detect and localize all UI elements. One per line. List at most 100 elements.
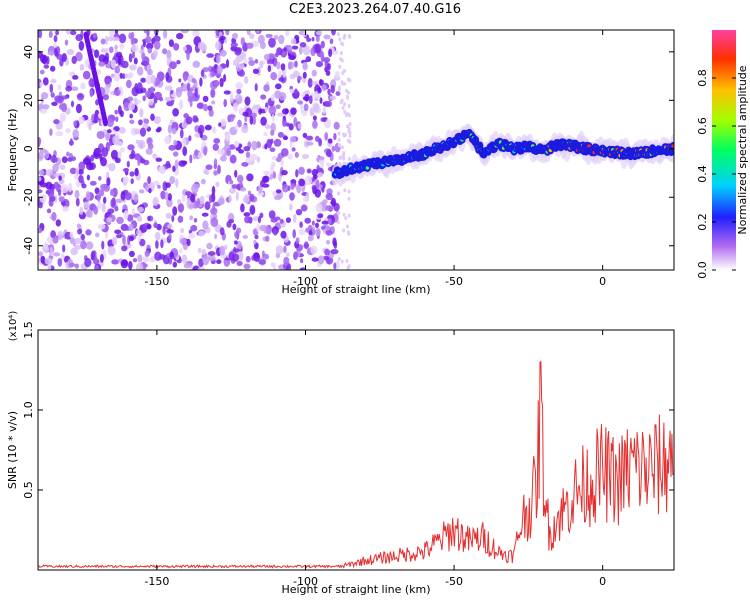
noise-blob	[70, 100, 75, 108]
noise-blob	[39, 194, 47, 203]
noise-blob	[256, 223, 261, 233]
noise-blob	[347, 90, 350, 95]
noise-blob	[281, 170, 288, 176]
noise-blob	[289, 136, 297, 143]
noise-blob	[193, 218, 198, 223]
noise-blob	[167, 193, 172, 201]
noise-blob	[299, 42, 307, 48]
noise-blob	[181, 193, 186, 202]
noise-blob	[236, 260, 243, 266]
noise-blob	[137, 206, 144, 213]
spectrogram-x-tick-label: -150	[144, 275, 169, 288]
noise-blob	[194, 149, 199, 157]
noise-blob	[331, 145, 336, 152]
noise-blob	[126, 160, 130, 168]
noise-blob	[173, 43, 180, 51]
noise-blob	[75, 103, 82, 114]
noise-blob	[253, 252, 261, 262]
noise-blob	[173, 139, 178, 146]
noise-blob	[121, 73, 126, 79]
noise-blob	[219, 245, 226, 256]
noise-blob	[290, 179, 297, 184]
noise-blob	[171, 127, 177, 135]
noise-blob	[333, 262, 337, 270]
noise-blob	[242, 111, 249, 117]
noise-blob	[154, 251, 162, 261]
noise-blob	[65, 30, 71, 35]
noise-blob	[89, 89, 94, 98]
noise-blob	[46, 208, 52, 214]
noise-blob	[270, 72, 278, 81]
noise-blob	[130, 149, 136, 159]
noise-blob	[169, 176, 176, 184]
noise-blob	[277, 131, 284, 138]
noise-blob	[341, 71, 345, 76]
noise-blob	[244, 115, 248, 123]
noise-blob	[317, 87, 322, 94]
colorbar-ticks: 0.0 0.2 0.4 0.6 0.8	[696, 69, 736, 279]
noise-blob	[52, 235, 59, 244]
noise-blob	[53, 119, 60, 125]
spectrogram-x-tick-label: -50	[445, 275, 463, 288]
noise-blob	[105, 35, 109, 45]
noise-blob	[237, 119, 242, 128]
noise-blob	[153, 222, 158, 229]
noise-blob	[69, 138, 73, 146]
noise-blob	[172, 165, 176, 172]
noise-blob	[292, 229, 297, 239]
noise-blob	[240, 187, 247, 192]
noise-blob	[101, 240, 105, 250]
noise-blob	[225, 133, 231, 142]
noise-blob	[238, 63, 245, 69]
noise-blob	[97, 223, 106, 230]
noise-blob	[136, 82, 143, 91]
noise-blob	[131, 52, 135, 59]
noise-blob	[292, 213, 297, 224]
signal-peak	[365, 166, 370, 170]
noise-blob	[290, 38, 297, 45]
noise-blob	[147, 47, 153, 54]
noise-blob	[294, 151, 299, 158]
noise-blob	[130, 36, 135, 46]
noise-blob	[58, 189, 62, 197]
noise-blob	[311, 37, 315, 42]
spectrogram-x-tick-label: -100	[293, 275, 318, 288]
noise-blob	[229, 154, 237, 164]
noise-blob	[55, 30, 59, 36]
noise-blob	[138, 119, 143, 126]
noise-blob	[201, 248, 206, 256]
noise-blob	[105, 47, 110, 53]
noise-blob	[241, 162, 249, 167]
noise-blob	[150, 74, 156, 84]
noise-blob	[315, 35, 320, 43]
noise-blob	[137, 254, 143, 263]
noise-blob	[325, 70, 331, 76]
noise-blob	[228, 144, 237, 150]
noise-blob	[257, 216, 262, 224]
noise-blob	[343, 110, 347, 114]
noise-blob	[248, 190, 251, 196]
noise-blob	[327, 88, 331, 96]
noise-blob	[55, 131, 64, 137]
noise-blob	[102, 93, 109, 101]
noise-blob	[314, 189, 321, 198]
noise-blob	[103, 196, 107, 204]
noise-blob	[212, 203, 216, 213]
noise-blob	[348, 78, 352, 83]
colorbar-gradient	[712, 30, 736, 270]
noise-blob	[38, 176, 42, 182]
noise-blob	[339, 51, 343, 56]
noise-blob	[302, 71, 307, 79]
noise-blob	[132, 258, 138, 263]
noise-blob	[80, 233, 86, 241]
noise-blob	[210, 71, 215, 78]
noise-blob	[216, 259, 222, 265]
noise-blob	[212, 143, 219, 151]
noise-blob	[327, 63, 331, 71]
noise-blob	[305, 141, 314, 146]
noise-blob	[39, 81, 43, 88]
noise-blob	[231, 253, 240, 262]
noise-blob	[67, 182, 73, 192]
noise-blob	[263, 224, 267, 234]
noise-blob	[289, 73, 296, 80]
